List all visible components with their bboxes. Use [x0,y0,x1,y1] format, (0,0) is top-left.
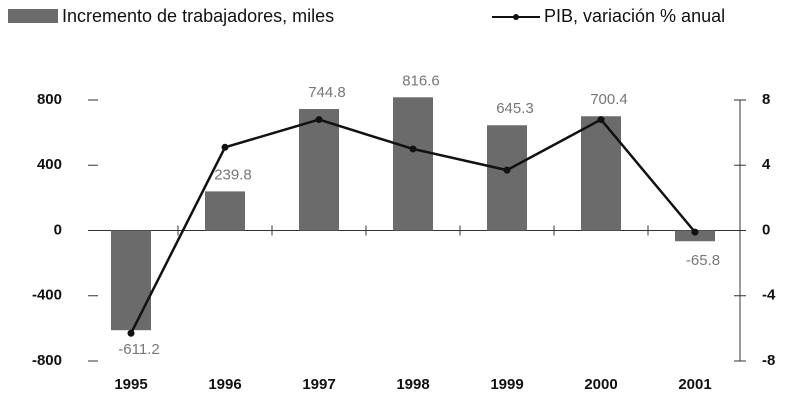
value-label: 239.8 [214,166,252,183]
line-point [127,329,135,337]
y2-tick-label: -8 [762,352,775,369]
legend-swatch-bar [8,9,58,23]
value-label: 700.4 [590,91,628,108]
line-point [503,166,511,174]
x-tick-label: 1995 [114,376,147,393]
y2-tick-label: 8 [762,91,770,108]
value-label: -65.8 [686,252,720,269]
bar [393,97,433,231]
line-point [691,228,699,236]
y-tick-label: 0 [54,221,62,238]
value-label: 744.8 [308,84,346,101]
y-tick-label: 800 [37,91,62,108]
x-tick-label: 1996 [208,376,241,393]
x-tick-label: 1997 [302,376,335,393]
legend-label: Incremento de trabajadores, miles [62,6,334,26]
legend-swatch-dot [513,14,519,20]
legend-label: PIB, variación % anual [544,6,725,26]
line-point [315,116,323,124]
y-tick-label: -400 [32,287,62,304]
y-tick-label: -800 [32,352,62,369]
bar [581,116,621,231]
bar [675,230,715,242]
line-point [409,145,417,153]
line-point [597,116,605,124]
x-tick-label: 2001 [678,376,711,393]
bar [487,125,527,231]
line-point [221,143,229,151]
value-label: -611.2 [118,341,159,358]
y2-tick-label: 0 [762,221,770,238]
bar [205,191,245,231]
x-tick-label: 2000 [584,376,617,393]
x-tick-label: 1999 [490,376,523,393]
y2-tick-label: -4 [762,287,776,304]
value-label: 816.6 [402,72,440,89]
y-tick-label: 400 [37,156,62,173]
y2-tick-label: 4 [762,156,771,173]
value-label: 645.3 [496,100,534,117]
bar [299,109,339,231]
bar [111,230,151,331]
x-tick-label: 1998 [396,376,429,393]
